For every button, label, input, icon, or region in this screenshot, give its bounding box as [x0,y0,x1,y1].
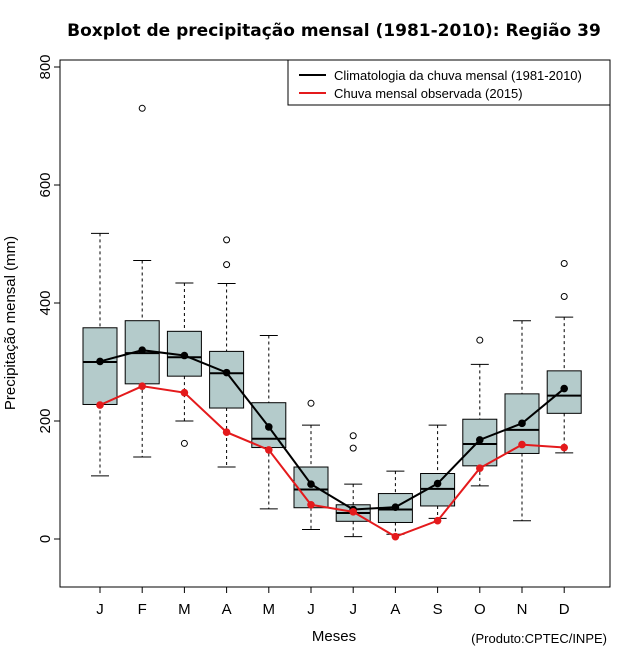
legend: Climatologia da chuva mensal (1981-2010)… [287,59,611,106]
outlier-point [476,336,484,344]
series-point [433,479,442,488]
boxplots [82,104,582,538]
x-tick-label: J [349,601,357,618]
outlier-point [349,444,357,452]
boxplot-J [293,399,329,531]
boxplot-M [251,334,287,510]
x-tick-label: M [178,601,191,618]
series-point [560,384,568,393]
x-tick-label: O [474,601,486,618]
series-line [99,385,565,538]
x-axis-label: Meses [312,628,356,645]
x-tick-label: A [222,601,232,618]
series-point [180,351,189,360]
credit-text: (Produto:CPTEC/INPE) [471,631,607,646]
series-point [180,388,189,397]
series-point [138,346,146,355]
series-point [222,428,231,437]
boxplot-J [335,432,371,538]
outlier-point [223,261,231,269]
series-point [307,500,315,509]
series-point [433,516,442,525]
x-tick-label: A [390,601,400,618]
x-tick-label: N [517,601,528,618]
series-point [138,382,146,390]
y-tick-label: 400 [37,290,54,315]
boxplot-F [124,104,160,458]
series-point [96,357,104,366]
series-point [307,480,315,488]
x-tick-label: J [307,601,315,618]
series-point [518,440,526,449]
iqr-box [293,466,329,509]
outlier-point [560,293,568,301]
x-tick-label: M [263,601,276,618]
series-point [265,423,273,431]
y-axis-label: Precipitação mensal (mm) [2,236,19,410]
legend-label: Chuva mensal observada (2015) [334,86,523,101]
series-point [560,443,568,452]
outlier-point [560,259,568,267]
outlier-point [138,104,146,112]
series-point [476,464,484,473]
series-point [518,419,526,428]
series-point [476,436,484,444]
y-tick-label: 0 [37,535,54,543]
chart-title: Boxplot de precipitação mensal (1981-201… [67,21,601,41]
boxplot-D [546,259,582,454]
y-tick-label: 800 [37,54,54,79]
x-tick-label: S [433,601,443,618]
series-point [391,532,400,541]
y-tick-label: 600 [37,172,54,197]
series-point [222,368,231,377]
boxplot-M [166,282,202,447]
legend-label: Climatologia da chuva mensal (1981-2010) [334,68,582,83]
series-point [96,401,104,409]
series-observed-2015 [96,382,568,541]
series-point [391,503,400,511]
outlier-point [223,236,231,244]
y-axis: 0 200 400 600 800 [37,54,60,543]
x-tick-label: J [96,601,104,618]
x-tick-label: D [559,601,570,618]
boxplot-O [462,336,498,487]
boxplot-A [377,470,413,535]
x-tick-label: F [138,601,147,618]
outlier-point [307,399,315,407]
iqr-box [209,350,245,409]
series-point [265,446,273,454]
boxplot-J [82,232,118,477]
series-line [99,349,565,511]
legend-box [287,59,611,106]
series-lines [96,346,568,541]
series-point [349,508,358,516]
series-climatology [96,346,568,514]
iqr-box [82,327,118,405]
outlier-point [349,432,357,440]
y-tick-label: 200 [37,408,54,433]
outlier-point [180,439,188,447]
